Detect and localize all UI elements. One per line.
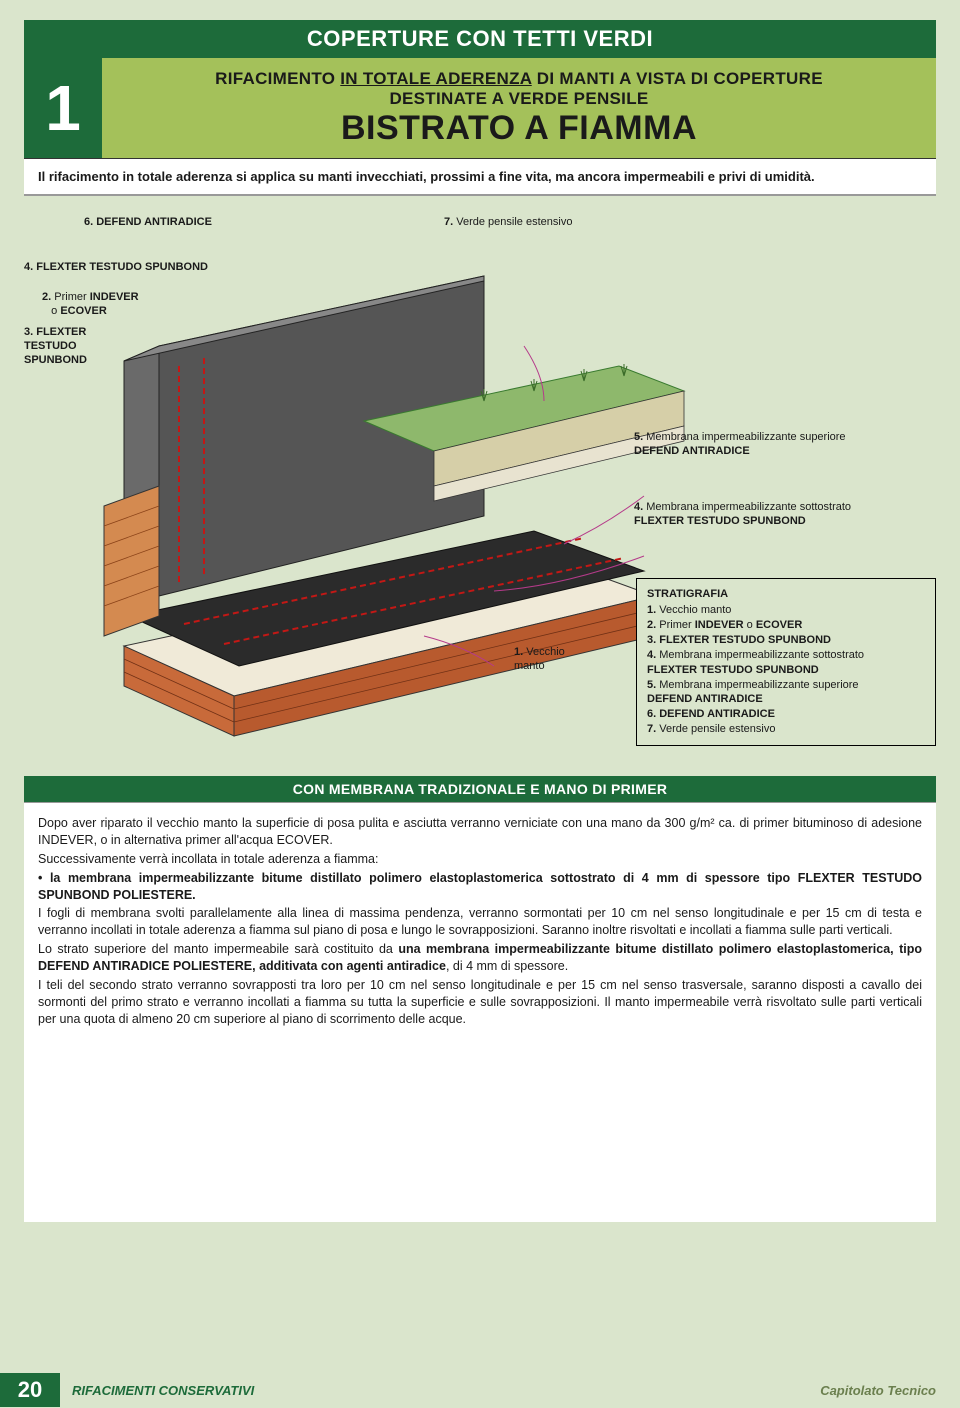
- footer-right: Capitolato Tecnico: [820, 1383, 936, 1398]
- body-p3: • la membrana impermeabilizzante bitume …: [38, 870, 922, 904]
- strat-item-3: 3. FLEXTER TESTUDO SPUNBOND: [647, 633, 925, 648]
- sub-header-text: RIFACIMENTO IN TOTALE ADERENZA DI MANTI …: [102, 59, 936, 158]
- body-p6: I teli del secondo strato verranno sovra…: [38, 977, 922, 1028]
- diagram-label-4b: 4. Membrana impermeabilizzante sottostra…: [634, 501, 914, 529]
- strat-item-2: 2. Primer INDEVER o ECOVER: [647, 618, 925, 633]
- diagram-label-3: 3. FLEXTERTESTUDOSPUNBOND: [24, 326, 87, 367]
- body-text: Dopo aver riparato il vecchio manto la s…: [24, 802, 936, 1222]
- technical-diagram-area: 6. DEFEND ANTIRADICE 7. Verde pensile es…: [24, 196, 936, 776]
- subline1-underline: IN TOTALE ADERENZA: [340, 69, 531, 88]
- subline1-pre: RIFACIMENTO: [215, 69, 340, 88]
- sub-header: 1 RIFACIMENTO IN TOTALE ADERENZA DI MANT…: [24, 58, 936, 159]
- diagram-label-1: 1. Vecchiomanto: [514, 646, 565, 674]
- page-footer: 20 RIFACIMENTI CONSERVATIVI Capitolato T…: [0, 1372, 960, 1408]
- body-p1: Dopo aver riparato il vecchio manto la s…: [38, 815, 922, 849]
- diagram-label-6: 6. DEFEND ANTIRADICE: [84, 216, 212, 230]
- body-p2: Successivamente verrà incollata in total…: [38, 851, 922, 868]
- intro-text: Il rifacimento in totale aderenza si app…: [24, 159, 936, 196]
- strat-item-1: 1. Vecchio manto: [647, 603, 925, 618]
- body-p4: I fogli di membrana svolti parallelament…: [38, 905, 922, 939]
- diagram-label-4: 4. FLEXTER TESTUDO SPUNBOND: [24, 261, 208, 275]
- roof-layers-diagram: [64, 226, 704, 746]
- diagram-label-7: 7. Verde pensile estensivo: [444, 216, 572, 230]
- strat-item-7: 7. Verde pensile estensivo: [647, 722, 925, 737]
- body-p5: Lo strato superiore del manto impermeabi…: [38, 941, 922, 975]
- diagram-label-5: 5. Membrana impermeabilizzante superiore…: [634, 431, 914, 459]
- subline3: BISTRATO A FIAMMA: [122, 109, 916, 148]
- footer-left: RIFACIMENTI CONSERVATIVI: [72, 1383, 820, 1398]
- subline2: DESTINATE A VERDE PENSILE: [122, 89, 916, 109]
- page-section-number: 1: [24, 58, 102, 158]
- strat-item-6: 6. DEFEND ANTIRADICE: [647, 707, 925, 722]
- l7-text: Verde pensile estensivo: [456, 216, 572, 228]
- stratigraphy-box: STRATIGRAFIA 1. Vecchio manto 2. Primer …: [636, 578, 936, 746]
- strat-item-4: 4. Membrana impermeabilizzante sottostra…: [647, 648, 925, 678]
- page-number: 20: [0, 1373, 60, 1407]
- section-bar: CON MEMBRANA TRADIZIONALE E MANO DI PRIM…: [24, 776, 936, 802]
- diagram-label-2: 2. Primer INDEVER o ECOVER: [42, 291, 139, 319]
- subline1-post: DI MANTI A VISTA DI COPERTURE: [532, 69, 823, 88]
- main-title-bar: COPERTURE CON TETTI VERDI: [24, 20, 936, 58]
- strat-title: STRATIGRAFIA: [647, 587, 925, 602]
- strat-item-5: 5. Membrana impermeabilizzante superiore…: [647, 678, 925, 708]
